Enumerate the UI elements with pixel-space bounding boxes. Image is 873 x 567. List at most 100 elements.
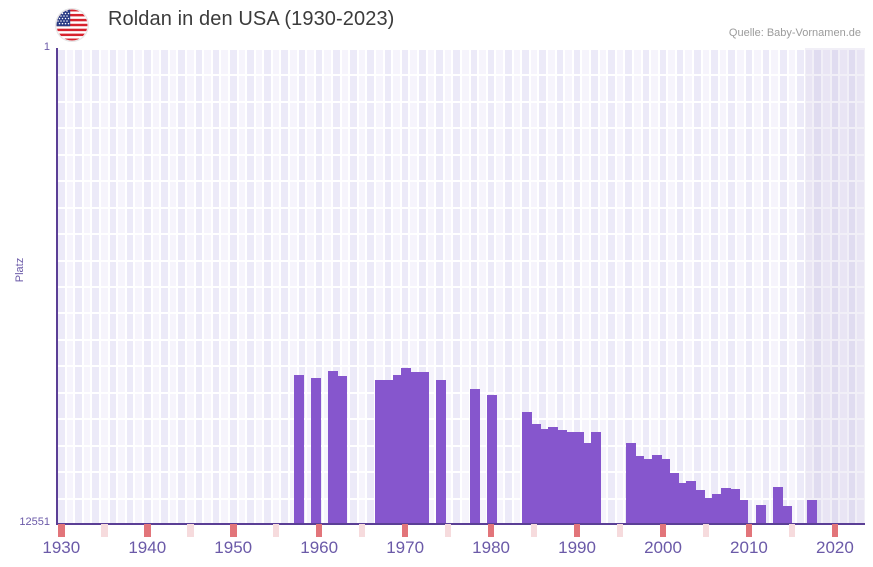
bar[interactable] xyxy=(591,432,601,524)
x-tick-minor xyxy=(530,524,538,537)
bar[interactable] xyxy=(565,432,575,524)
grid-line-horizontal xyxy=(57,101,865,103)
bar[interactable] xyxy=(686,481,696,524)
bar[interactable] xyxy=(738,500,748,524)
x-axis-label: 2010 xyxy=(730,538,768,557)
bar[interactable] xyxy=(531,424,541,524)
x-axis-ticks xyxy=(0,524,873,538)
x-tick-minor xyxy=(272,524,280,537)
bar[interactable] xyxy=(375,380,385,524)
y-axis-tick-bottom: 12551 xyxy=(19,516,50,528)
grid-line-horizontal xyxy=(57,392,865,394)
bar[interactable] xyxy=(574,432,584,524)
x-tick-major xyxy=(401,524,409,537)
y-axis-title: Platz xyxy=(14,257,27,283)
grid-line-horizontal xyxy=(57,127,865,129)
x-tick-minor xyxy=(788,524,796,537)
source-label: Quelle: Baby-Vornamen.de xyxy=(728,27,861,39)
bar[interactable] xyxy=(695,490,705,524)
grid-line-horizontal xyxy=(57,180,865,182)
x-tick-major xyxy=(487,524,495,537)
x-axis-label: 1940 xyxy=(128,538,167,557)
bar[interactable] xyxy=(583,443,593,524)
bar[interactable] xyxy=(712,494,722,524)
bar[interactable] xyxy=(782,506,792,524)
bar[interactable] xyxy=(419,372,429,524)
x-tick-major xyxy=(745,524,753,537)
bar[interactable] xyxy=(678,483,688,524)
grid-line-horizontal xyxy=(57,339,865,341)
x-axis-label: 1950 xyxy=(214,538,253,557)
x-axis-label: 2000 xyxy=(644,538,682,557)
x-tick-major xyxy=(143,524,151,537)
bar[interactable] xyxy=(756,505,766,524)
x-axis-label: 1980 xyxy=(472,538,510,557)
bar[interactable] xyxy=(626,443,636,524)
bar[interactable] xyxy=(721,488,731,524)
y-axis-tick-top: 1 xyxy=(43,41,50,53)
chart-header: Roldan in den USA (1930-2023) Quelle: Ba… xyxy=(0,0,873,46)
bar[interactable] xyxy=(634,456,644,524)
bar[interactable] xyxy=(660,459,670,524)
x-tick-major xyxy=(831,524,839,537)
x-axis-label: 2020 xyxy=(815,538,854,557)
grid-line-horizontal xyxy=(57,365,865,367)
x-axis-line xyxy=(56,523,865,525)
bar[interactable] xyxy=(410,372,420,524)
bar[interactable] xyxy=(548,427,558,524)
bar[interactable] xyxy=(401,368,411,524)
bar[interactable] xyxy=(470,389,480,524)
grid-line-horizontal xyxy=(57,418,865,420)
x-tick-major xyxy=(58,524,65,537)
page-title: Roldan in den USA (1930-2023) xyxy=(108,8,395,30)
grid-line-horizontal xyxy=(57,445,865,447)
bar[interactable] xyxy=(487,395,497,524)
grid-line-horizontal xyxy=(57,48,865,50)
x-tick-minor xyxy=(358,524,366,537)
x-axis-label: 1970 xyxy=(386,538,425,557)
x-tick-minor xyxy=(444,524,452,537)
bar[interactable] xyxy=(337,376,347,524)
x-axis-label: 1990 xyxy=(558,538,596,557)
bar[interactable] xyxy=(384,380,394,524)
bar[interactable] xyxy=(704,498,714,524)
bar[interactable] xyxy=(773,487,783,524)
x-tick-major xyxy=(229,524,237,537)
bar[interactable] xyxy=(652,455,662,524)
grid-line-horizontal xyxy=(57,286,865,288)
plot-area xyxy=(57,48,865,524)
x-tick-minor xyxy=(616,524,624,537)
bar-series xyxy=(57,48,865,524)
bar[interactable] xyxy=(730,489,740,524)
bar[interactable] xyxy=(807,500,817,524)
bar[interactable] xyxy=(436,380,446,524)
x-axis-label: 1960 xyxy=(300,538,339,557)
grid-line-horizontal xyxy=(57,74,865,76)
x-tick-minor xyxy=(100,524,108,537)
bar[interactable] xyxy=(669,473,679,524)
grid-line-horizontal xyxy=(57,154,865,156)
bar[interactable] xyxy=(294,375,304,524)
bar[interactable] xyxy=(557,430,567,524)
bar[interactable] xyxy=(643,459,653,524)
shaded-region xyxy=(804,48,865,524)
x-tick-minor xyxy=(702,524,710,537)
grid-line-horizontal xyxy=(57,471,865,473)
bar[interactable] xyxy=(311,378,321,524)
x-tick-minor xyxy=(186,524,194,537)
bar[interactable] xyxy=(393,375,403,524)
x-tick-major xyxy=(573,524,581,537)
grid-line-horizontal xyxy=(57,207,865,209)
grid-line-horizontal xyxy=(57,498,865,500)
x-axis-label: 1930 xyxy=(42,538,81,557)
x-tick-major xyxy=(315,524,323,537)
grid-line-horizontal xyxy=(57,312,865,314)
grid-layer xyxy=(57,48,865,524)
grid-line-horizontal xyxy=(57,260,865,262)
x-axis-labels: 1930 1940 1950 1960 1970 1980 1990 2000 2010 2020 xyxy=(0,538,873,566)
bar[interactable] xyxy=(328,371,338,524)
x-tick-major xyxy=(659,524,667,537)
bar[interactable] xyxy=(539,429,549,524)
bar[interactable] xyxy=(522,412,532,524)
